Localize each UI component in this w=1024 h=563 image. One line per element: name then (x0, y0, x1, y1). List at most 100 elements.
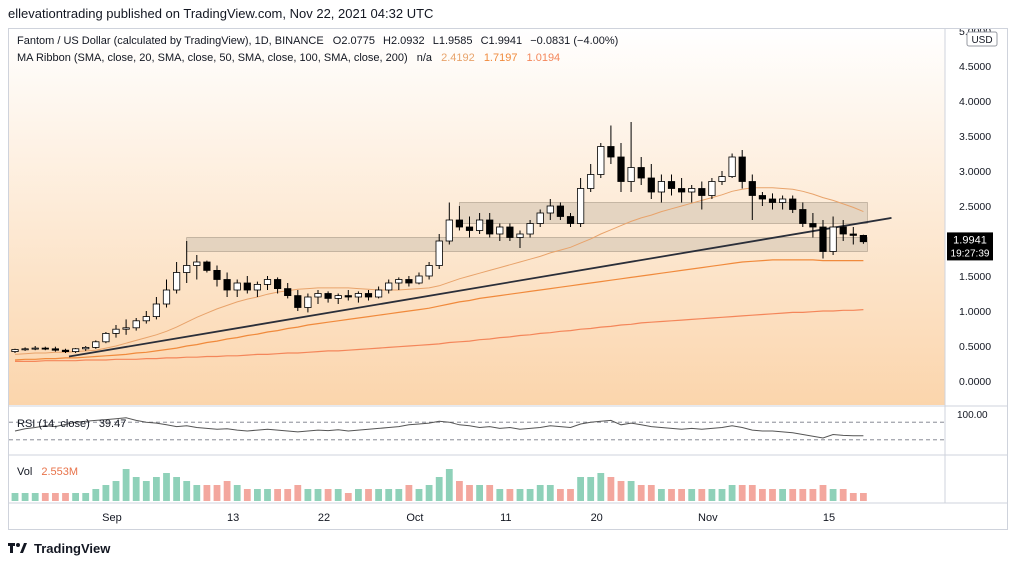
time-axis-label: Sep (102, 512, 122, 524)
volume-bar (72, 493, 79, 501)
volume-bar (223, 481, 231, 501)
volume-bar (294, 485, 302, 501)
candle-body (203, 261, 211, 271)
candle (243, 276, 251, 294)
candle (758, 192, 767, 206)
time-axis-label: 13 (227, 512, 239, 524)
ma20-line (14, 187, 864, 355)
candle (41, 346, 49, 351)
candle (516, 230, 524, 248)
candle (304, 293, 312, 313)
volume-bar (769, 489, 776, 501)
price-axis[interactable]: 5.00004.50004.00003.50003.00002.50002.00… (959, 29, 991, 388)
candle (82, 346, 90, 351)
currency-badge-box[interactable] (966, 31, 998, 47)
volume-bar (334, 489, 342, 501)
candle (566, 213, 575, 227)
candle-body (385, 282, 393, 291)
candle (657, 174, 666, 203)
volume-bar (860, 493, 867, 501)
candle-body (233, 282, 241, 291)
legend-vol-label: Vol (17, 466, 32, 478)
candle-body (102, 332, 110, 343)
volume-bar (516, 489, 524, 501)
legend-rsi: RSI (14, close) 39.47 (17, 418, 126, 430)
candle-body (11, 349, 19, 352)
candle (445, 202, 453, 245)
candle (859, 234, 868, 244)
volume-bar (435, 477, 443, 501)
volume-bar (445, 469, 453, 501)
candle (284, 283, 292, 299)
volume-bar (31, 493, 39, 501)
candle-body (334, 295, 342, 299)
candle-body (678, 188, 686, 193)
volume-bar (546, 485, 554, 501)
candle-body (859, 234, 868, 243)
candle-body (657, 181, 666, 193)
candle-body (718, 176, 726, 182)
candle (193, 255, 201, 280)
candle (799, 202, 807, 227)
candle-body (799, 209, 807, 224)
candle (789, 195, 797, 213)
candle (395, 277, 403, 290)
countdown-label: 19:27:39 (951, 248, 990, 259)
volume-bar (526, 489, 534, 501)
candle (688, 185, 696, 203)
price-axis-tick: 3.5000 (959, 131, 991, 143)
time-axis[interactable]: Sep 13 22 Oct 11 20 Nov 15 (102, 512, 835, 524)
candle (819, 220, 827, 259)
candle (809, 213, 817, 238)
volume-bar (425, 485, 433, 501)
candle-body (627, 167, 635, 182)
candle-body (92, 341, 100, 348)
candle-body (536, 212, 544, 224)
volume-bar (678, 489, 685, 501)
candle (607, 125, 615, 164)
candle-body (324, 293, 332, 299)
volume-bar (688, 489, 696, 501)
volume-bar (799, 489, 807, 501)
candle-body (768, 198, 777, 203)
volume-bar (355, 489, 362, 501)
volume-bar (264, 489, 271, 501)
volume-bar (213, 485, 221, 501)
volume-bar (728, 485, 736, 501)
candle (617, 143, 625, 192)
moving-averages-layer (14, 187, 864, 362)
volume-bar (163, 473, 170, 501)
chart-frame[interactable]: 5.00004.50004.00003.50003.00002.50002.00… (8, 28, 1008, 530)
candle-body (82, 346, 90, 350)
price-axis-tick: 0.0000 (959, 376, 991, 388)
volume-bar (153, 477, 160, 501)
legend-rsi-value: 39.47 (99, 418, 127, 430)
candle (506, 223, 514, 241)
trendline (68, 217, 892, 358)
candle-body (516, 233, 524, 238)
candle-body (183, 265, 191, 273)
candle (172, 262, 181, 294)
candle-body (667, 181, 676, 189)
candle (162, 279, 171, 308)
volume-bar (708, 489, 716, 501)
legend-change: −0.0831 (−4.00%) (530, 35, 618, 47)
volume-bar (567, 489, 574, 501)
time-axis-label: 11 (500, 512, 511, 524)
volume-bar (405, 485, 413, 501)
candle-body (314, 293, 322, 298)
candle-body (213, 269, 221, 280)
candle (667, 174, 676, 196)
chart-canvas[interactable]: 5.00004.50004.00003.50003.00002.50002.00… (9, 29, 1007, 529)
currency-badge[interactable]: USD (971, 35, 992, 46)
trendline-layer (68, 217, 892, 358)
volume-bar (779, 489, 786, 501)
candle-body (738, 156, 746, 182)
volume-bar (597, 473, 605, 501)
candle (839, 220, 847, 241)
candle (698, 181, 706, 210)
candle-body (839, 226, 847, 235)
volume-bar (849, 493, 857, 501)
candle-body (526, 223, 534, 235)
candle-body (506, 226, 514, 238)
